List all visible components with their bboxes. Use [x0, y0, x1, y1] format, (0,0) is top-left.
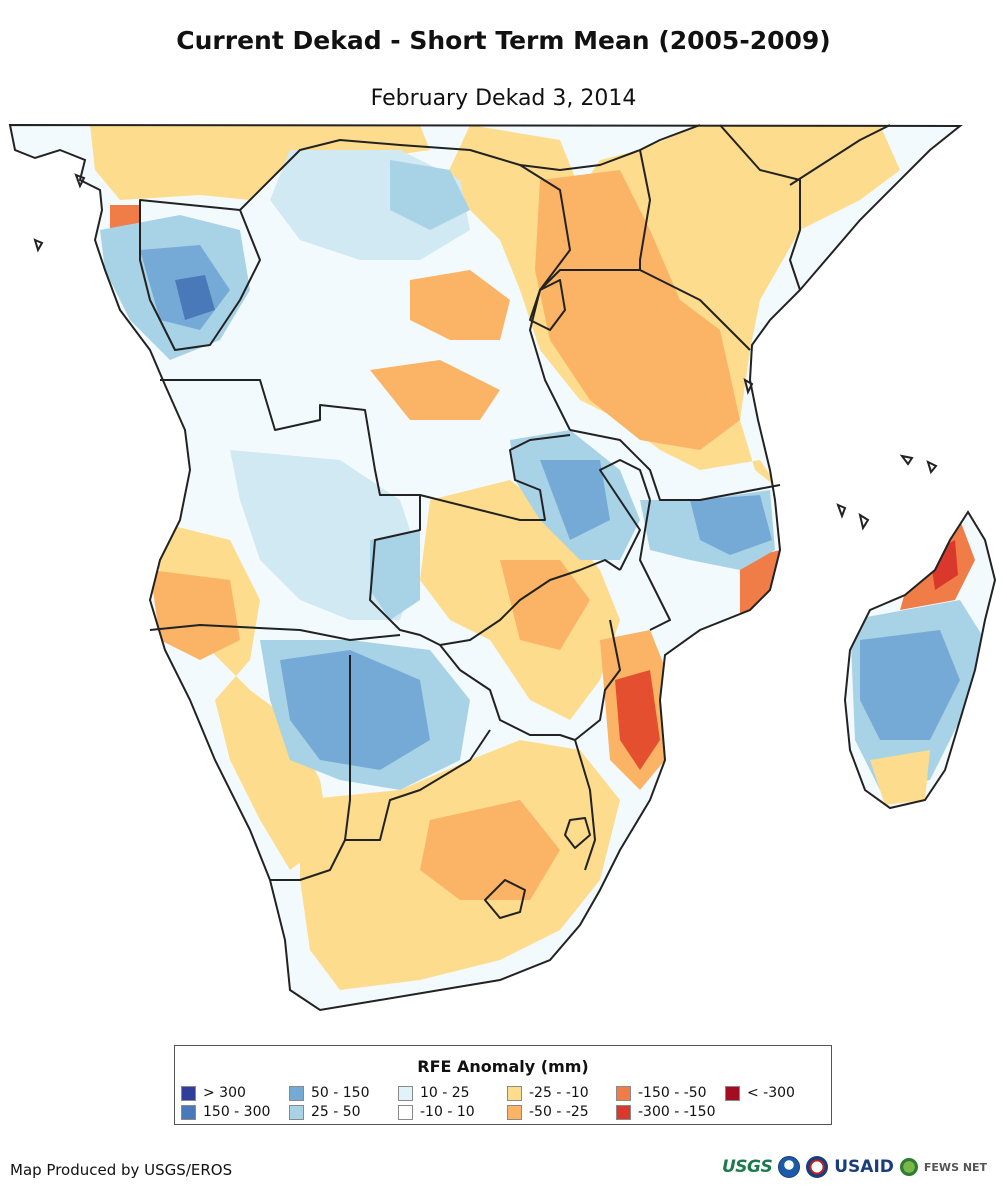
- anomaly-area: [420, 800, 560, 900]
- legend-item: > 300: [181, 1085, 246, 1101]
- legend-item: -10 - 10: [398, 1104, 475, 1120]
- anomaly-area: [870, 750, 930, 805]
- legend-swatch: [616, 1085, 631, 1101]
- rainfall-anomaly-map: [9, 124, 996, 1011]
- legend-item: -50 - -25: [507, 1104, 589, 1120]
- noaa-logo-icon: [778, 1156, 801, 1178]
- anomaly-area: [370, 360, 500, 420]
- usgs-logo: USGS: [722, 1157, 773, 1177]
- legend-item: 10 - 25: [398, 1085, 470, 1101]
- anomaly-area: [90, 125, 430, 200]
- anomaly-area: [690, 495, 772, 555]
- anomaly-area: [410, 270, 510, 340]
- anomaly-area: [110, 205, 140, 228]
- anomaly-area: [370, 530, 420, 620]
- anomaly-area: [535, 170, 740, 450]
- islands: [33, 173, 938, 531]
- country-borders: [139, 124, 891, 919]
- map-subtitle: February Dekad 3, 2014: [370, 86, 637, 111]
- legend-swatch: [398, 1085, 413, 1101]
- legend-title: RFE Anomaly (mm): [417, 1057, 589, 1076]
- legend-swatch: [181, 1085, 196, 1101]
- legend-swatch: [289, 1085, 304, 1101]
- legend-swatch: [181, 1104, 196, 1120]
- legend-swatch: [507, 1085, 522, 1101]
- anomaly-area: [540, 460, 610, 540]
- anomaly-area: [860, 630, 960, 740]
- legend-item: 50 - 150: [289, 1085, 370, 1101]
- usaid-logo: USAID: [834, 1157, 894, 1177]
- map-title: Current Dekad - Short Term Mean (2005-20…: [176, 26, 831, 55]
- anomaly-area: [150, 570, 240, 660]
- legend-item: 150 - 300: [181, 1104, 270, 1120]
- legend: RFE Anomaly (mm) > 300 150 - 300 50 - 15…: [174, 1045, 832, 1125]
- credit-text: Map Produced by USGS/EROS: [10, 1161, 233, 1179]
- legend-item: -300 - -150: [616, 1104, 716, 1120]
- fews-globe-icon: [899, 1158, 918, 1176]
- anomaly-area: [500, 560, 590, 650]
- legend-swatch: [507, 1104, 522, 1120]
- nasa-seal-icon: [806, 1156, 829, 1178]
- logo-bar: USGS USAID FEWS NET: [722, 1156, 987, 1178]
- fews-net-logo: FEWS NET: [923, 1160, 988, 1174]
- legend-item: < -300: [725, 1085, 795, 1101]
- anomaly-area: [390, 160, 470, 230]
- anomaly-area: [280, 650, 430, 770]
- legend-swatch: [398, 1104, 413, 1120]
- legend-item: -150 - -50: [616, 1085, 707, 1101]
- legend-item: 25 - 50: [289, 1104, 361, 1120]
- legend-swatch: [289, 1104, 304, 1120]
- anomaly-area: [615, 670, 660, 770]
- anomaly-area: [175, 275, 215, 320]
- legend-swatch: [725, 1085, 740, 1101]
- legend-swatch: [616, 1104, 631, 1120]
- legend-item: -25 - -10: [507, 1085, 589, 1101]
